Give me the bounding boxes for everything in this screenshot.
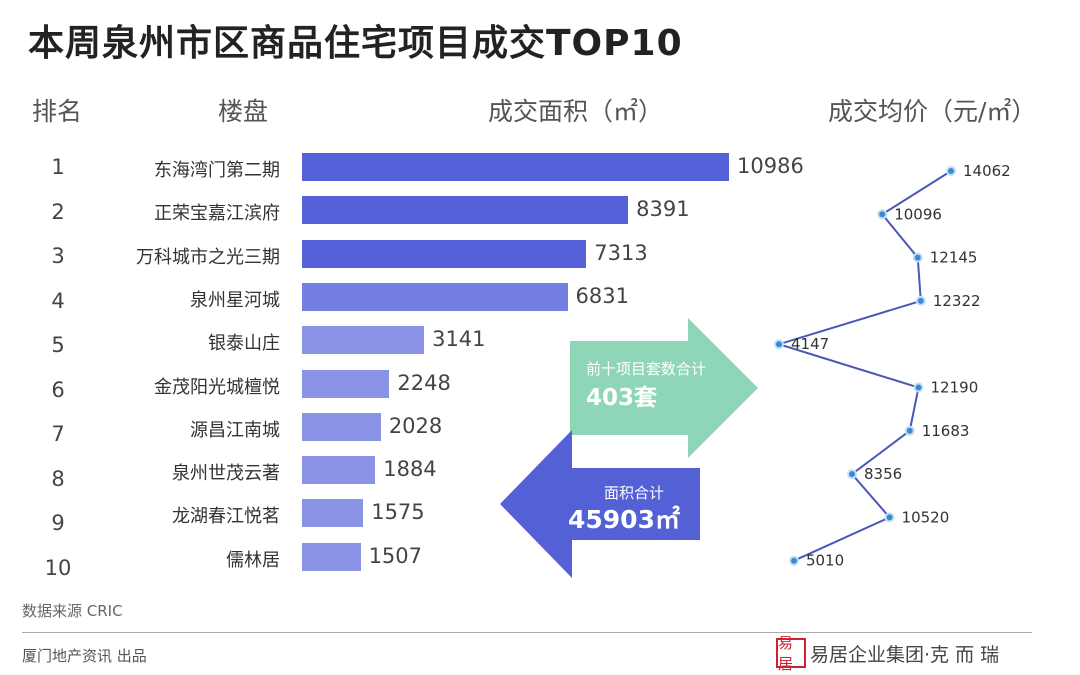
area-bar (302, 282, 568, 311)
area-value-label: 8391 (636, 197, 690, 222)
area-value-label: 1507 (368, 543, 423, 568)
price-value-label: 12145 (930, 249, 978, 267)
rank-number: 8 (51, 466, 65, 491)
project-name: 源昌江南城 (190, 419, 280, 441)
project-name: 泉州世茂云著 (172, 463, 280, 485)
area-value-label: 6831 (575, 283, 629, 308)
area-bar (302, 456, 376, 485)
area-value-label: 3141 (432, 327, 486, 352)
units-arrow-shape (570, 318, 758, 458)
rank-number: 2 (51, 199, 65, 224)
area-bar (302, 412, 381, 441)
price-value-label: 10096 (894, 205, 942, 223)
area-total-label: 面积合计 (604, 484, 665, 502)
rank-number: 10 (44, 555, 72, 580)
price-point (877, 209, 888, 220)
area-bar (302, 499, 364, 528)
price-point (884, 512, 895, 523)
price-value-label: 12190 (931, 379, 979, 397)
project-name: 东海湾门第二期 (154, 160, 280, 181)
price-point (847, 469, 858, 480)
price-value-label: 4147 (791, 335, 829, 353)
project-name: 万科城市之光三期 (136, 246, 280, 268)
rank-number: 3 (51, 244, 65, 268)
area-bar (302, 239, 587, 268)
header-area: 成交面积（㎡） (488, 97, 664, 126)
price-value-label: 12322 (933, 292, 981, 310)
data-source: 数据来源 CRIC (22, 602, 123, 620)
area-value-label: 10986 (737, 154, 804, 178)
area-bar (302, 369, 390, 398)
brand: 易居 易居企业集团·克 而 瑞 (776, 634, 1000, 673)
header-project: 楼盘 (218, 97, 269, 126)
area-total-value: 45903㎡ (568, 505, 680, 534)
price-point (946, 166, 956, 176)
rank-number: 6 (51, 377, 65, 402)
project-name: 儒林居 (226, 549, 280, 571)
price-point (915, 295, 926, 306)
price-point (788, 555, 799, 566)
price-point (913, 382, 924, 393)
area-bar (302, 542, 361, 571)
area-bar (302, 326, 425, 355)
rank-number: 4 (51, 288, 65, 313)
project-name: 银泰山庄 (208, 333, 280, 355)
header-price: 成交均价（元/㎡） (828, 97, 1037, 126)
brand-logo: 易居 (776, 634, 806, 673)
area-arrow-shape (500, 430, 700, 578)
price-value-label: 10520 (902, 508, 950, 526)
page-title: 本周泉州市区商品住宅项目成交TOP10 (28, 23, 683, 64)
rank-number: 9 (51, 511, 65, 535)
publisher: 厦门地产资讯 出品 (22, 647, 147, 665)
rank-number: 7 (51, 422, 65, 446)
footer-divider (22, 632, 1032, 633)
rank-number: 5 (51, 333, 65, 357)
price-value-label: 11683 (922, 422, 970, 440)
area-value-label: 7313 (594, 240, 648, 265)
units-total-value: 403套 (586, 385, 658, 411)
area-value-label: 1575 (371, 500, 425, 525)
header-rank: 排名 (32, 97, 83, 126)
area-value-label: 2248 (397, 370, 451, 395)
area-bar (302, 153, 729, 181)
units-total-label: 前十项目套数合计 (586, 360, 707, 378)
rank-number: 1 (51, 155, 65, 179)
project-name: 泉州星河城 (190, 289, 280, 311)
price-value-label: 8356 (864, 465, 902, 483)
area-value-label: 2028 (388, 413, 443, 438)
area-bar (302, 196, 629, 225)
price-point (774, 339, 784, 350)
brand-name: 易居企业集团·克 而 瑞 (810, 643, 1000, 666)
price-value-label: 14062 (963, 162, 1011, 180)
price-line (775, 170, 952, 562)
project-name: 龙湖春江悦茗 (172, 506, 280, 528)
price-point (904, 425, 915, 436)
project-name: 金茂阳光城檀悦 (154, 376, 280, 398)
area-value-label: 1884 (383, 457, 437, 482)
price-point (912, 252, 923, 263)
price-value-label: 5010 (806, 552, 844, 570)
project-name: 正荣宝嘉江滨府 (154, 203, 280, 225)
